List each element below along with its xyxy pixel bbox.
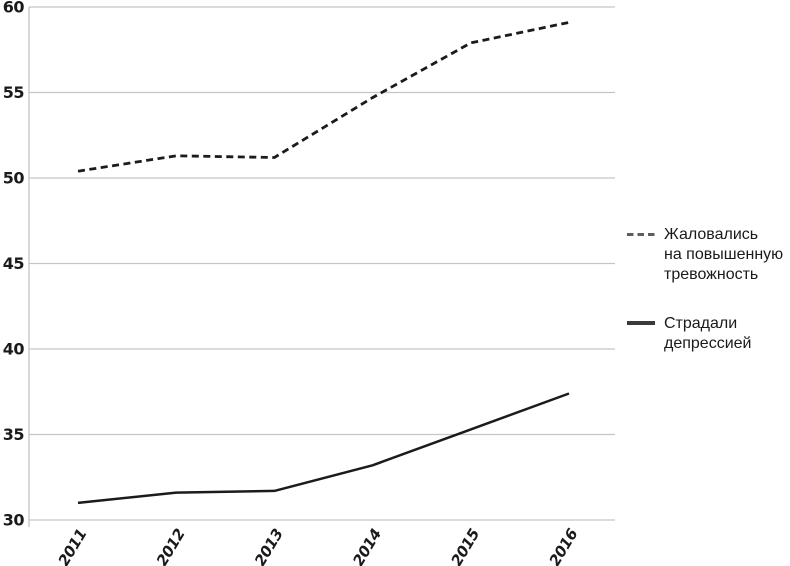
y-tick-label: 40 xyxy=(3,340,25,359)
y-tick-label: 35 xyxy=(3,425,25,444)
y-tick-label: 55 xyxy=(3,83,25,102)
series-line-depression-solid xyxy=(77,392,570,505)
series-line-anxiety-dashed xyxy=(77,21,570,173)
chart-legend: Жаловались на повышенную тревожность Стр… xyxy=(627,225,787,354)
y-tick-label: 60 xyxy=(3,0,25,17)
dashed-line-swatch-icon xyxy=(627,233,655,236)
y-tick-label: 50 xyxy=(3,169,25,188)
legend-label-anxiety: Жаловались на повышенную тревожность xyxy=(664,226,784,283)
x-tick-label: 2015 xyxy=(447,526,483,566)
x-tick-label: 2013 xyxy=(251,526,287,566)
legend-entry-depression: Страдали депрессией xyxy=(627,314,787,354)
y-tick-label: 45 xyxy=(3,254,25,273)
solid-line-swatch-icon xyxy=(627,321,655,325)
x-tick-label: 2014 xyxy=(349,526,385,566)
legend-label-depression: Страдали депрессией xyxy=(664,315,752,352)
legend-entry-anxiety: Жаловались на повышенную тревожность xyxy=(627,225,787,285)
y-tick-label: 30 xyxy=(3,511,25,530)
x-tick-label: 2011 xyxy=(55,526,91,566)
x-tick-label: 2012 xyxy=(153,526,189,566)
x-tick-label: 2016 xyxy=(546,526,582,566)
